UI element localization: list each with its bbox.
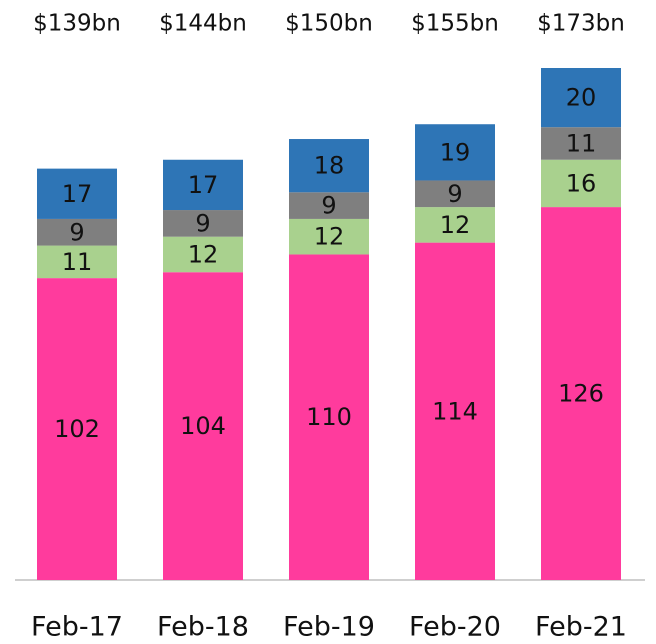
bar-segment	[415, 207, 495, 243]
bar-segment	[541, 159, 621, 208]
bar-segment	[37, 278, 117, 580]
x-tick-label: Feb-18	[157, 612, 249, 643]
data-label: 104	[180, 412, 226, 440]
bar-segment	[289, 254, 369, 580]
bar-segment	[541, 127, 621, 160]
total-label: $139bn	[33, 11, 121, 37]
bar-segment	[163, 236, 243, 273]
data-label: 114	[432, 397, 478, 425]
bar-segment	[37, 218, 117, 246]
data-label: 126	[558, 380, 604, 408]
data-label: 11	[566, 129, 597, 157]
total-label: $173bn	[537, 11, 625, 37]
data-label: 12	[188, 240, 219, 268]
x-tick-label: Feb-20	[409, 612, 501, 643]
bar-segment	[163, 272, 243, 580]
data-label: 20	[566, 84, 597, 112]
data-label: 102	[54, 415, 100, 443]
total-label: $144bn	[159, 11, 247, 37]
x-tick-label: Feb-21	[535, 612, 627, 643]
bar-segment	[37, 168, 117, 219]
total-label: $150bn	[285, 11, 373, 37]
data-label: 18	[314, 152, 345, 180]
data-label: 17	[62, 180, 93, 208]
bar-segment	[415, 124, 495, 181]
data-label: 9	[447, 180, 462, 208]
bar-segment	[541, 68, 621, 128]
data-label: 11	[62, 248, 93, 276]
bar-segment	[163, 210, 243, 237]
bar-segment	[163, 159, 243, 211]
data-label: 12	[314, 223, 345, 251]
data-label: 16	[566, 169, 597, 197]
data-label: 12	[440, 211, 471, 239]
data-label: 9	[195, 209, 210, 237]
data-label: 19	[440, 138, 471, 166]
data-label: 9	[321, 192, 336, 220]
bar-segment	[289, 218, 369, 255]
x-tick-label: Feb-19	[283, 612, 375, 643]
bar-segment	[289, 192, 369, 219]
bar-segment	[289, 139, 369, 193]
x-tick-label: Feb-17	[31, 612, 123, 643]
data-label: 17	[188, 171, 219, 199]
bar-segment	[37, 245, 117, 279]
total-label: $155bn	[411, 11, 499, 37]
data-label: 9	[69, 218, 84, 246]
bar-segment	[415, 242, 495, 580]
data-label: 110	[306, 403, 352, 431]
bar-segment	[541, 207, 621, 580]
bar-segment	[415, 180, 495, 208]
